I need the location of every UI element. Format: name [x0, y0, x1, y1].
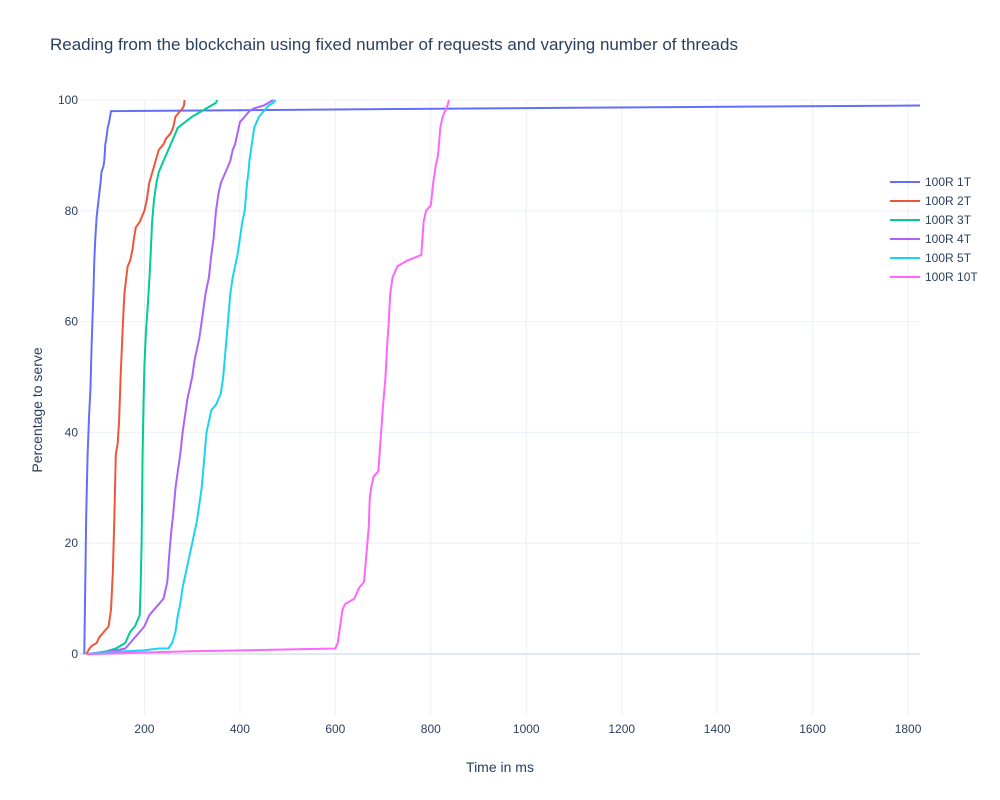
- legend-item[interactable]: 100R 2T: [890, 194, 972, 208]
- legend-label: 100R 4T: [925, 232, 972, 246]
- legend[interactable]: 100R 1T 100R 2T 100R 3T 100R 4T 100R 5T 100R …: [890, 175, 978, 284]
- x-tick-label: 200: [134, 722, 154, 736]
- x-tick-label: 800: [421, 722, 441, 736]
- x-axis-ticks: 200 400 600 800 1000 1200 1400 1600 1800: [134, 722, 921, 736]
- x-tick-label: 600: [325, 722, 345, 736]
- x-axis-title: Time in ms: [466, 759, 534, 775]
- x-tick-label: 1600: [799, 722, 826, 736]
- y-tick-label: 20: [65, 536, 79, 550]
- series-line-2: [87, 99, 218, 656]
- legend-item[interactable]: 100R 1T: [890, 175, 972, 189]
- x-tick-label: 1000: [513, 722, 540, 736]
- y-axis-ticks: 0 20 40 60 80 100: [58, 93, 78, 661]
- series-line-1: [85, 99, 186, 655]
- series-line-5: [87, 99, 450, 656]
- x-tick-label: 400: [230, 722, 250, 736]
- legend-label: 100R 3T: [925, 213, 972, 227]
- series-lines: [83, 99, 921, 656]
- legend-item[interactable]: 100R 3T: [890, 213, 972, 227]
- y-tick-label: 100: [58, 93, 78, 107]
- grid: [80, 99, 920, 715]
- legend-item[interactable]: 100R 5T: [890, 251, 972, 265]
- y-axis-title: Percentage to serve: [29, 347, 45, 473]
- legend-label: 100R 2T: [925, 194, 972, 208]
- y-tick-label: 0: [71, 647, 78, 661]
- x-tick-label: 1200: [608, 722, 635, 736]
- series-line-0: [83, 104, 921, 655]
- x-tick-label: 1400: [704, 722, 731, 736]
- x-tick-label: 1800: [895, 722, 922, 736]
- chart-title: Reading from the blockchain using fixed …: [50, 35, 738, 54]
- legend-label: 100R 1T: [925, 175, 972, 189]
- y-tick-label: 40: [65, 425, 79, 439]
- legend-item[interactable]: 100R 4T: [890, 232, 972, 246]
- legend-item[interactable]: 100R 10T: [890, 270, 978, 284]
- y-tick-label: 80: [65, 204, 79, 218]
- series-line-3: [87, 99, 274, 656]
- y-tick-label: 60: [65, 315, 79, 329]
- legend-label: 100R 10T: [925, 270, 978, 284]
- series-line-4: [87, 99, 277, 656]
- legend-label: 100R 5T: [925, 251, 972, 265]
